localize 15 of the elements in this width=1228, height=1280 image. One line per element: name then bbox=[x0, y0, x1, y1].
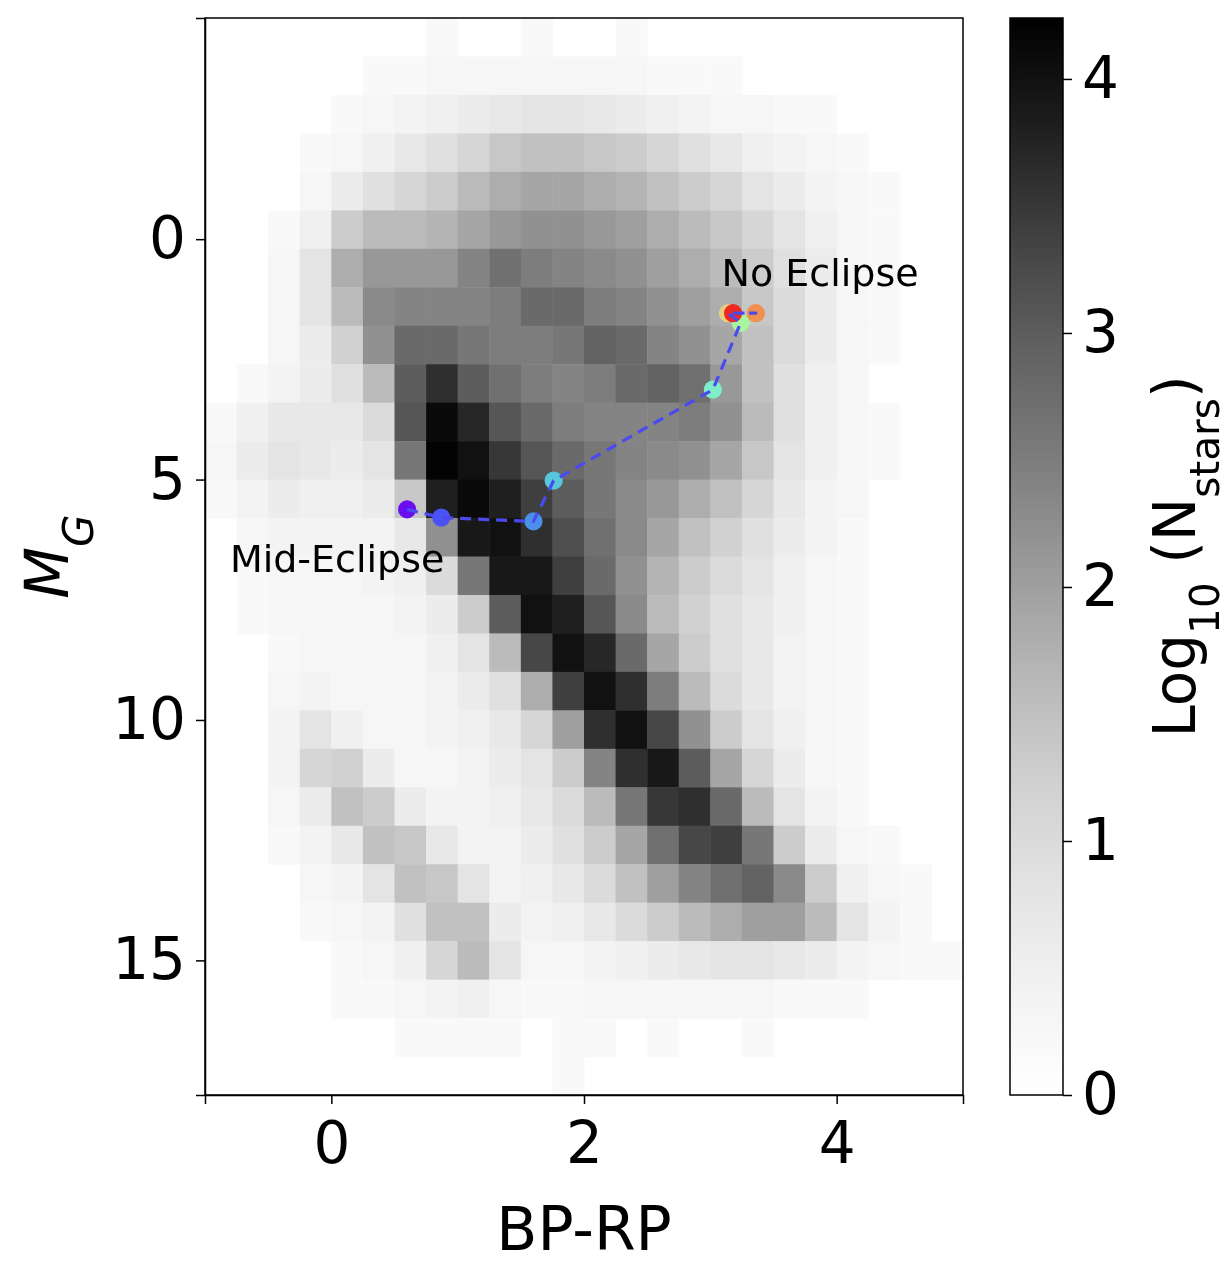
x-axis-title: BP-RP bbox=[496, 1194, 672, 1264]
y-tick-label: 15 bbox=[112, 925, 186, 994]
y-tick-label: 5 bbox=[149, 444, 186, 513]
color-bar-label: 3 bbox=[1082, 298, 1119, 367]
x-tick-label: 0 bbox=[313, 1109, 351, 1178]
annotation: Mid-Eclipse bbox=[229, 537, 445, 582]
y-tick-label: 0 bbox=[149, 204, 186, 273]
color-bar-label: 2 bbox=[1082, 552, 1119, 621]
y-tick-label: 10 bbox=[112, 685, 186, 754]
color-bar-label: 0 bbox=[1082, 1060, 1119, 1129]
color-bar-label: 1 bbox=[1082, 806, 1119, 875]
color-bar-label: 4 bbox=[1082, 44, 1119, 113]
annotation: No Eclipse bbox=[721, 251, 919, 296]
x-tick-label: 2 bbox=[566, 1109, 603, 1178]
x-tick-label: 4 bbox=[818, 1109, 856, 1178]
